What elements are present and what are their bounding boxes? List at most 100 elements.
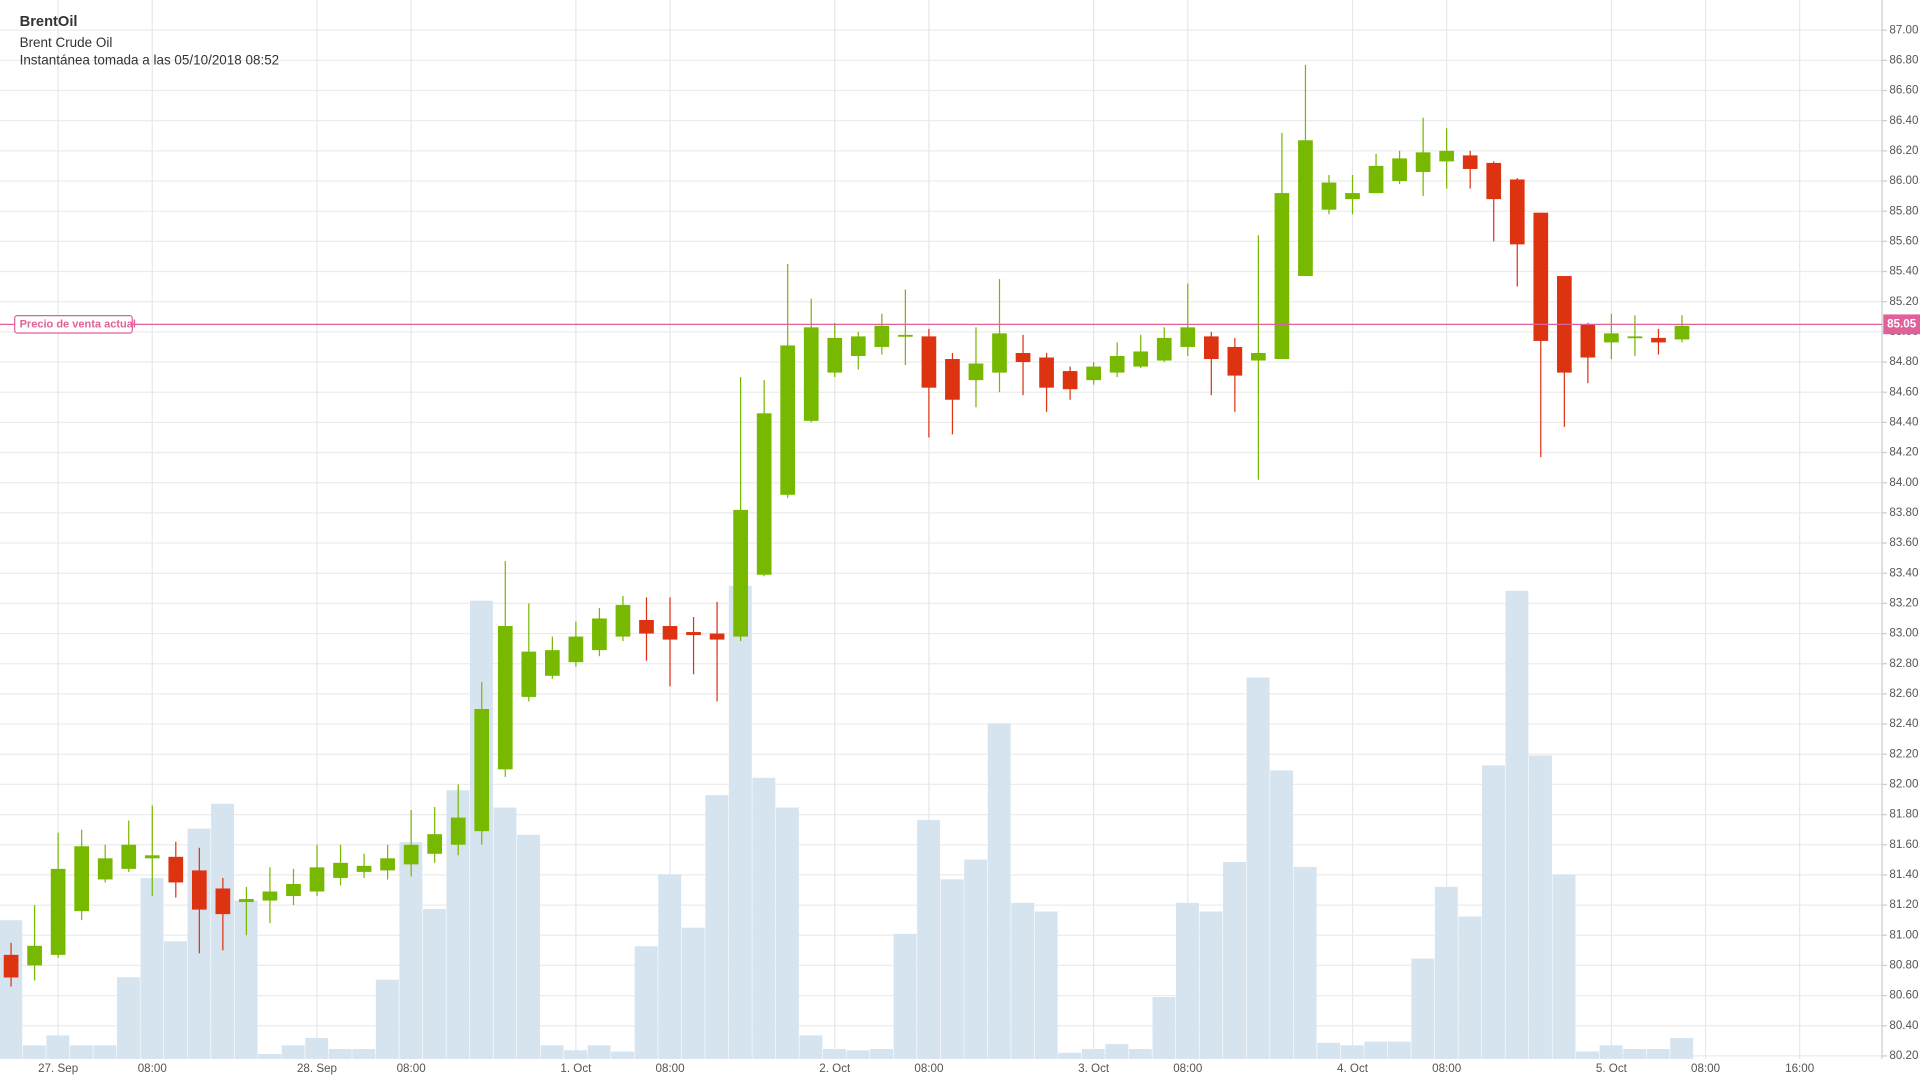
candle-body [286,883,301,897]
candle-body [1604,333,1619,343]
candle-body [1156,337,1172,361]
volume-bar [164,941,187,1059]
volume-bar [1152,997,1176,1059]
x-tick-label: 27. Sep [38,1062,79,1075]
y-tick-label: 82.20 [1889,747,1919,760]
x-tick-label: 28. Sep [297,1062,338,1075]
volume-bar [140,878,164,1059]
candle-body [380,858,395,871]
volume-bar [611,1051,635,1059]
candle-body [1415,152,1431,172]
volume-bar [893,933,917,1059]
candle-body [592,618,607,651]
y-tick-label: 82.80 [1889,657,1919,670]
candle-body [356,865,372,872]
candle-body [662,626,678,640]
candle-body [733,509,748,637]
candle-body [945,359,960,400]
y-tick-label: 86.00 [1889,174,1919,187]
current-price-tag: Precio de venta actual [20,318,136,330]
volume-bar [1223,862,1247,1059]
y-tick-label: 83.60 [1889,536,1919,549]
y-tick-label: 82.60 [1889,687,1919,700]
volume-bar [1034,911,1058,1059]
candle-body [474,708,490,832]
candle-body [309,867,325,892]
candle-body [450,817,466,845]
volume-bar [258,1053,282,1059]
volume-bar [234,900,258,1059]
y-tick-label: 84.00 [1889,476,1919,489]
x-tick-label: 08:00 [1173,1062,1203,1075]
x-tick-label: 08:00 [138,1062,168,1075]
volume-bar [1246,677,1270,1059]
volume-bar [705,795,729,1059]
y-tick-label: 84.80 [1889,355,1919,368]
candle-body [1321,182,1337,210]
candle-body [215,888,231,915]
y-tick-label: 85.80 [1889,204,1919,217]
candle-body [1533,212,1549,341]
volume-bar [22,1045,46,1059]
candle-body [1109,355,1125,373]
volume-bar [116,977,140,1059]
x-tick-label: 2. Oct [819,1062,851,1075]
y-tick-label: 82.40 [1889,717,1919,730]
x-tick-label: 5. Oct [1596,1062,1628,1075]
candle-body [756,413,772,575]
x-tick-label: 3. Oct [1078,1062,1110,1075]
candle-body [50,868,66,955]
candle-body [1203,336,1219,360]
volume-bar [281,1045,305,1059]
y-tick-label: 86.40 [1889,114,1919,127]
y-tick-label: 86.20 [1889,144,1919,157]
candle-body [898,334,913,337]
volume-bar [681,927,705,1059]
candle-body [1251,352,1266,361]
volume-bar [422,909,446,1059]
volume-bar [1011,902,1035,1059]
volume-bar [69,1045,93,1059]
y-tick-label: 85.40 [1889,265,1919,278]
candle-body [239,899,254,903]
y-tick-label: 84.60 [1889,385,1919,398]
candle-body [615,604,631,637]
y-tick-label: 80.20 [1889,1049,1919,1062]
candle-body [497,626,513,770]
candle-body [850,336,866,356]
candle-body [1462,155,1478,169]
candle-body [1086,366,1101,381]
volume-bar [940,879,964,1059]
current-price-value: 85.05 [1887,317,1917,330]
volume-bar [1599,1045,1623,1059]
candle-body [403,844,419,865]
y-tick-label: 86.60 [1889,84,1919,97]
x-tick-label: 08:00 [1432,1062,1462,1075]
y-tick-label: 87.00 [1889,23,1919,36]
candle-body [1674,325,1690,340]
volume-bar [822,1049,846,1059]
x-tick-label: 4. Oct [1337,1062,1369,1075]
current-price-box [1883,314,1920,335]
volume-bar [446,790,470,1059]
candle-body [1439,150,1455,162]
volume-bar [1340,1045,1364,1059]
candle-body [262,891,278,901]
volume-bar [399,842,423,1059]
volume-bar [540,1045,564,1059]
candle-body [3,954,19,978]
candle-body [1486,162,1502,200]
volume-bar [1670,1037,1694,1059]
x-tick-label: 08:00 [397,1062,427,1075]
candle-body [521,651,537,697]
candle-body [1274,193,1290,360]
volume-bar [1128,1049,1152,1059]
volume-bar [328,1049,352,1059]
y-tick-label: 85.20 [1889,295,1919,308]
candle-body [1180,327,1196,347]
y-tick-label: 81.40 [1889,868,1919,881]
volume-bar [1199,911,1223,1059]
candle-body [1368,165,1384,194]
candle-body [168,856,184,883]
